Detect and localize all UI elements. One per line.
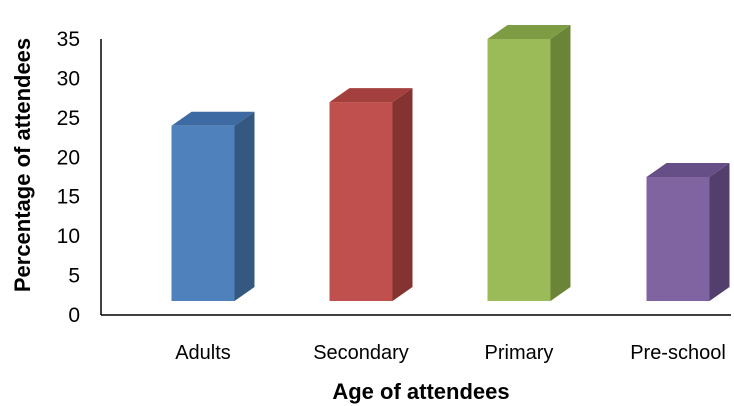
- y-tick-label: 20: [57, 146, 80, 169]
- y-tick-label: 10: [57, 225, 80, 248]
- x-category-label: Pre-school: [630, 342, 726, 364]
- bar-front: [329, 102, 393, 301]
- y-tick-label: 30: [57, 67, 80, 90]
- bar-secondary: [329, 88, 413, 301]
- bar-top: [171, 111, 255, 126]
- bar-primary: [487, 25, 571, 301]
- y-tick-label: 5: [68, 265, 80, 288]
- y-tick-label: 35: [57, 28, 80, 51]
- bar-front: [487, 39, 551, 301]
- bar-side: [550, 25, 571, 301]
- bar-side: [709, 163, 730, 301]
- bar-top: [487, 25, 571, 39]
- x-axis-categories: Adults Secondary Primary Pre-school: [175, 342, 726, 364]
- bar-front: [171, 125, 235, 301]
- bar-side: [392, 88, 413, 301]
- y-tick-label: 15: [57, 186, 80, 209]
- bar-top: [329, 88, 413, 103]
- bar-pre-school: [646, 163, 730, 301]
- y-axis-title: Percentage of attendees: [10, 38, 35, 292]
- x-category-label: Adults: [175, 342, 231, 364]
- x-category-label: Primary: [485, 342, 554, 364]
- bar-adults: [171, 111, 255, 301]
- y-tick-label: 0: [68, 304, 80, 327]
- bar-front: [646, 177, 710, 301]
- bars: [171, 25, 730, 301]
- y-tick-label: 25: [57, 107, 80, 130]
- x-axis-title: Age of attendees: [332, 379, 509, 404]
- bar-side: [234, 111, 255, 301]
- y-axis-ticks: 0 5 10 15 20 25 30 35: [57, 28, 80, 327]
- x-category-label: Secondary: [313, 342, 409, 364]
- bar-top: [646, 163, 730, 177]
